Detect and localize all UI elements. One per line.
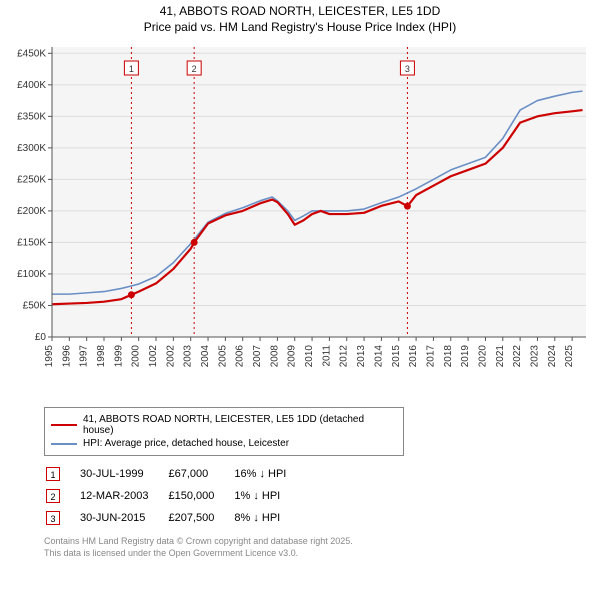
svg-text:£50K: £50K [23,301,47,312]
legend-label-hpi: HPI: Average price, detached house, Leic… [83,438,289,449]
svg-text:2004: 2004 [200,345,211,368]
markers-table: 1 30-JUL-1999£67,00016% ↓ HPI 2 12-MAR-2003… [44,462,306,530]
svg-text:2010: 2010 [304,345,315,368]
svg-text:2017: 2017 [425,345,436,368]
legend: 41, ABBOTS ROAD NORTH, LEICESTER, LE5 1D… [44,407,404,456]
chart-title: 41, ABBOTS ROAD NORTH, LEICESTER, LE5 1D… [8,4,592,35]
svg-text:2018: 2018 [443,345,454,368]
svg-text:£0: £0 [35,332,47,343]
svg-text:2006: 2006 [235,345,246,368]
svg-text:1996: 1996 [61,345,72,368]
footer-line1: Contains HM Land Registry data © Crown c… [44,536,592,548]
svg-text:2023: 2023 [529,345,540,368]
svg-text:1: 1 [129,64,134,74]
svg-text:2024: 2024 [547,345,558,368]
marker-row: 2 12-MAR-2003£150,0001% ↓ HPI [46,486,304,506]
svg-text:2022: 2022 [512,345,523,368]
legend-swatch-price [51,424,77,427]
chart-svg: £0 £50K £100K £150K £200K £250K £300K £350K £400… [8,41,592,401]
svg-text:2013: 2013 [356,345,367,368]
svg-text:2003: 2003 [183,345,194,368]
svg-text:2025: 2025 [564,345,575,368]
chart-area: £0 £50K £100K £150K £200K £250K £300K £350K £400… [8,41,592,401]
svg-text:1997: 1997 [79,345,90,368]
svg-text:2020: 2020 [477,345,488,368]
svg-text:2012: 2012 [339,345,350,368]
svg-text:2: 2 [192,64,197,74]
marker-delta: 8% ↓ HPI [234,508,304,528]
svg-text:£150K: £150K [17,238,46,249]
svg-text:2021: 2021 [495,345,506,368]
marker-delta: 16% ↓ HPI [234,464,304,484]
svg-text:2016: 2016 [408,345,419,368]
svg-text:2008: 2008 [269,345,280,368]
svg-text:2002: 2002 [165,345,176,368]
marker-price: £150,000 [168,486,232,506]
svg-text:£100K: £100K [17,269,46,280]
marker-row: 3 30-JUN-2015£207,5008% ↓ HPI [46,508,304,528]
marker-price: £207,500 [168,508,232,528]
marker-date: 30-JUN-2015 [80,508,166,528]
marker-number-box: 2 [46,489,60,503]
footer-text: Contains HM Land Registry data © Crown c… [44,536,592,559]
svg-text:2000: 2000 [131,345,142,368]
marker-price: £67,000 [168,464,232,484]
title-line2: Price paid vs. HM Land Registry's House … [8,20,592,36]
svg-text:1999: 1999 [113,345,124,368]
svg-text:£300K: £300K [17,143,46,154]
legend-label-price: 41, ABBOTS ROAD NORTH, LEICESTER, LE5 1D… [83,414,397,436]
legend-row-1: 41, ABBOTS ROAD NORTH, LEICESTER, LE5 1D… [51,414,397,436]
svg-text:2019: 2019 [460,345,471,368]
marker-number-box: 3 [46,511,60,525]
svg-text:2011: 2011 [321,345,332,367]
svg-text:£200K: £200K [17,206,46,217]
svg-text:1998: 1998 [96,345,107,368]
svg-text:1995: 1995 [44,345,55,368]
marker-delta: 1% ↓ HPI [234,486,304,506]
svg-text:£400K: £400K [17,80,46,91]
marker-number-box: 1 [46,467,60,481]
title-line1: 41, ABBOTS ROAD NORTH, LEICESTER, LE5 1D… [8,4,592,20]
marker-date: 30-JUL-1999 [80,464,166,484]
svg-text:2007: 2007 [252,345,263,368]
svg-text:3: 3 [405,64,410,74]
footer-line2: This data is licensed under the Open Gov… [44,548,592,560]
legend-row-2: HPI: Average price, detached house, Leic… [51,438,397,449]
svg-text:1002: 1002 [148,345,159,368]
svg-text:£350K: £350K [17,112,46,123]
marker-date: 12-MAR-2003 [80,486,166,506]
svg-text:£250K: £250K [17,175,46,186]
svg-text:2015: 2015 [391,345,402,368]
marker-row: 1 30-JUL-1999£67,00016% ↓ HPI [46,464,304,484]
svg-text:2014: 2014 [373,345,384,368]
svg-text:2009: 2009 [287,345,298,368]
svg-text:2005: 2005 [217,345,228,368]
svg-text:£450K: £450K [17,48,46,59]
legend-swatch-hpi [51,443,77,445]
